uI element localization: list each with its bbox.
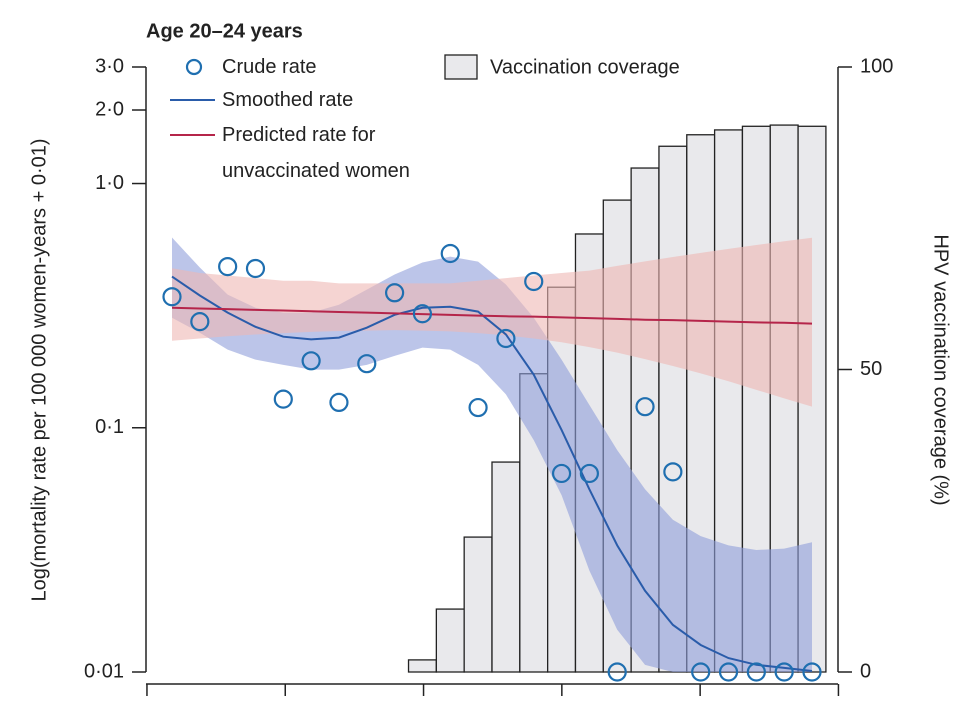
bar (407, 659, 437, 673)
legend-item: Smoothed rate (222, 89, 354, 111)
lines (171, 275, 813, 672)
legend-item: Predicted rate for unvaccinated women (222, 124, 410, 182)
point (329, 392, 349, 413)
point (746, 662, 766, 682)
y-axis-label: Log(mortality rate per 100 000 women-yea… (28, 138, 50, 601)
point (385, 283, 405, 303)
line (171, 275, 813, 672)
point (774, 662, 794, 682)
bar (435, 608, 465, 673)
point (440, 243, 460, 264)
point (663, 462, 683, 482)
chart-title: Age 20–24 years (146, 20, 303, 42)
point (357, 354, 377, 374)
y-tick-label: 3·0 (95, 55, 124, 77)
point (524, 271, 544, 292)
point (218, 256, 238, 277)
point (190, 312, 210, 332)
confidence-band (172, 237, 812, 673)
legend-label: Smoothed rate (222, 89, 354, 111)
point (802, 662, 822, 682)
y2-tick-label: 50 (860, 358, 882, 380)
point (691, 662, 711, 682)
y-tick-label: 0·1 (95, 416, 124, 438)
point (551, 463, 572, 484)
line (171, 306, 813, 325)
points (162, 243, 822, 682)
legend-item: Crude rate (222, 56, 317, 78)
point (162, 287, 182, 307)
legend-marker (185, 58, 203, 76)
y-tick-label: 0·01 (84, 660, 124, 682)
point (607, 662, 627, 682)
point (468, 397, 488, 418)
bar (491, 461, 521, 673)
y2-tick-label: 100 (860, 55, 893, 77)
legend-label: Vaccination coverage (490, 56, 680, 78)
point (579, 463, 599, 484)
y-tick-label: 1·0 (95, 172, 124, 194)
point (412, 304, 433, 324)
y-tick-label: 2·0 (95, 98, 124, 120)
legend-label: Predicted rate for unvaccinated women (222, 124, 410, 182)
bar (463, 536, 493, 673)
y2-axis-label: HPV vaccination coverage (%) (930, 234, 952, 505)
legend-label: Crude rate (222, 56, 317, 78)
point (245, 258, 266, 279)
legend-swatch (444, 54, 478, 80)
point (496, 328, 516, 349)
point (635, 397, 655, 417)
plot (162, 124, 827, 682)
point (273, 389, 293, 409)
point (301, 351, 321, 371)
y2-tick-label: 0 (860, 660, 871, 682)
point (718, 662, 739, 682)
